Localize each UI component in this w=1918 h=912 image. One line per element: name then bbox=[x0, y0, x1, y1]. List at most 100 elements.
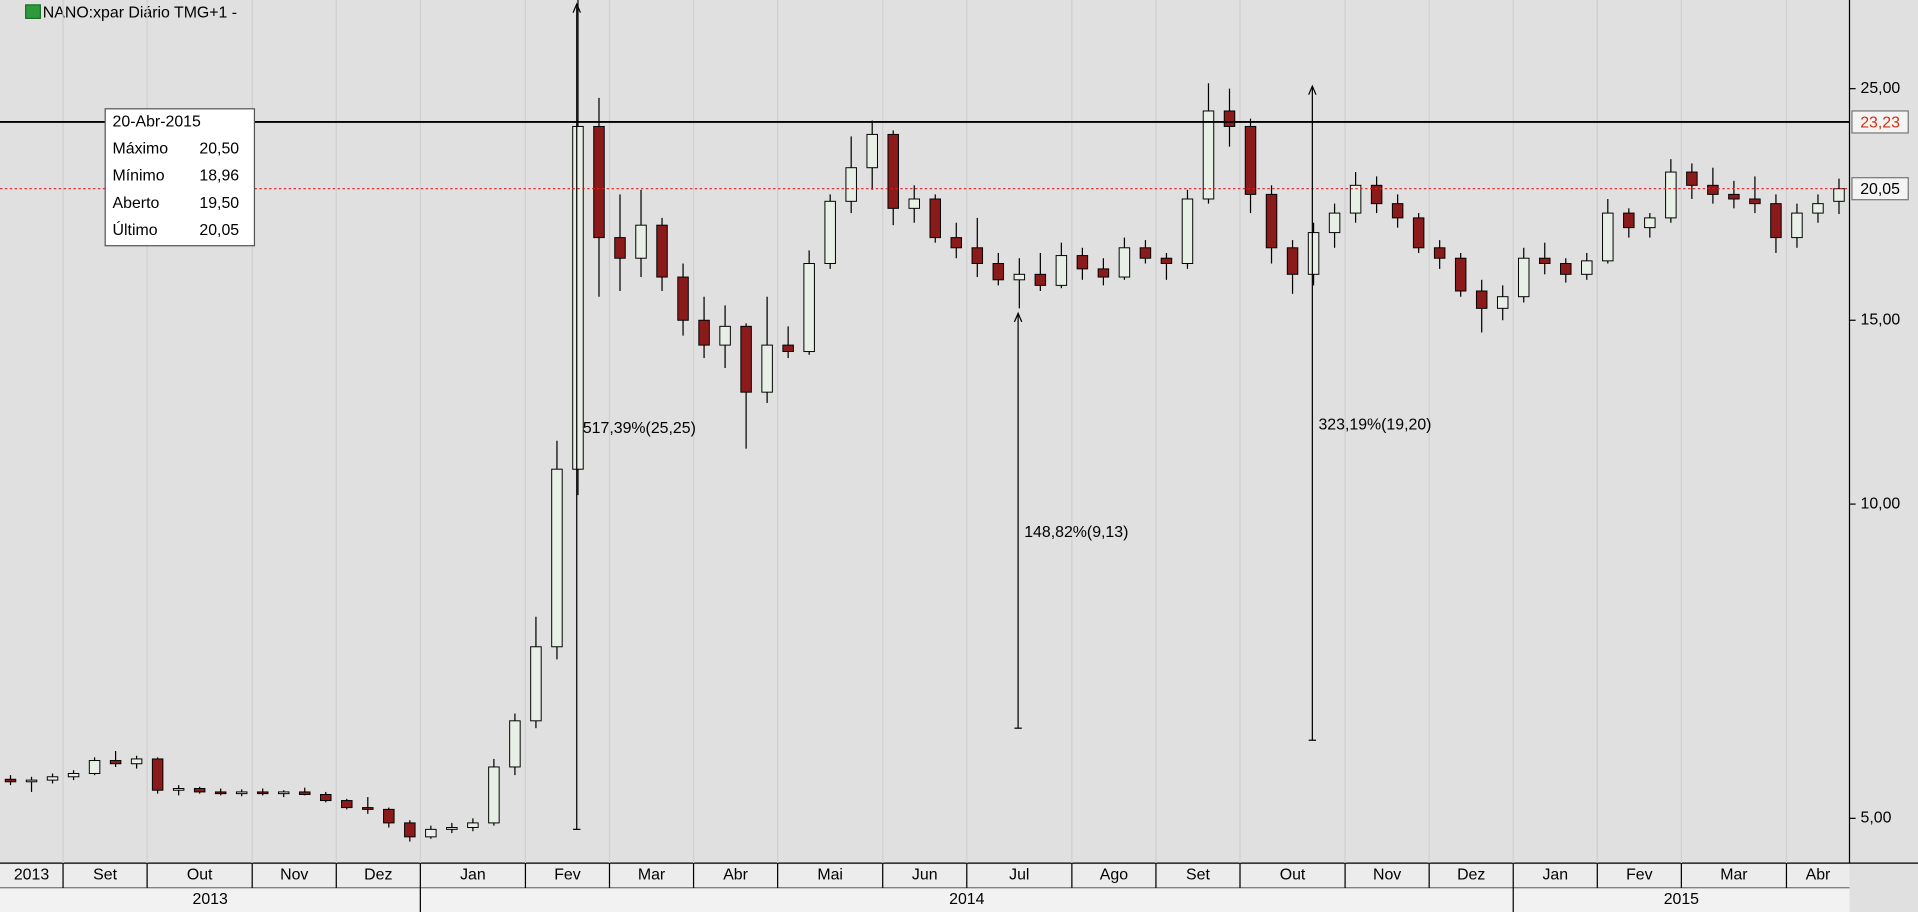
candle-body bbox=[1791, 212, 1803, 239]
candle-body bbox=[383, 808, 395, 824]
candle-body bbox=[698, 319, 710, 346]
x-tick-label: Set bbox=[1186, 867, 1210, 884]
y-tick-label: 25,00 bbox=[1861, 80, 1901, 97]
candle-body bbox=[1623, 212, 1635, 229]
price-label: 20,05 bbox=[1860, 181, 1900, 198]
candle-body bbox=[88, 760, 101, 774]
candle-body bbox=[1181, 198, 1194, 265]
candle-body bbox=[341, 800, 353, 809]
info-label: Aberto bbox=[113, 195, 160, 212]
candle-body bbox=[908, 198, 920, 209]
candle-body bbox=[1265, 193, 1278, 249]
info-value: 20,05 bbox=[199, 222, 239, 239]
x-tick-label: Mai bbox=[817, 867, 843, 884]
candle-body bbox=[656, 224, 668, 278]
candle-body bbox=[551, 468, 563, 648]
candle-body bbox=[1665, 171, 1677, 219]
measure-arrowhead bbox=[1308, 84, 1317, 95]
month-row bbox=[0, 864, 1850, 888]
candle-body bbox=[1812, 203, 1824, 214]
candle-body bbox=[1475, 290, 1488, 309]
x-tick-label: Abr bbox=[1806, 867, 1831, 884]
candle-body bbox=[950, 237, 963, 249]
candle-body bbox=[614, 237, 626, 259]
candle-body bbox=[214, 791, 227, 795]
candle-body bbox=[971, 247, 984, 265]
candle-body bbox=[593, 125, 605, 239]
price-label-box bbox=[1851, 177, 1909, 201]
x-tick-label: Dez bbox=[1457, 867, 1485, 884]
candle-body bbox=[1055, 255, 1068, 286]
candle-body bbox=[1749, 198, 1761, 205]
candle-body bbox=[1013, 273, 1026, 281]
candle-body bbox=[1202, 110, 1215, 200]
candle-body bbox=[109, 760, 122, 765]
candle-body bbox=[46, 776, 59, 781]
candle-body bbox=[887, 133, 899, 209]
candle-body bbox=[572, 125, 584, 470]
candle-body bbox=[1139, 247, 1152, 259]
symbol-icon bbox=[25, 4, 41, 19]
candle-body bbox=[1770, 203, 1782, 239]
candle-body bbox=[362, 807, 374, 810]
x-tick-label: Mar bbox=[1720, 867, 1748, 884]
candle-body bbox=[130, 758, 143, 765]
candle-body bbox=[824, 200, 836, 265]
candle-body bbox=[1560, 263, 1572, 275]
y-tick-label: 5,00 bbox=[1861, 810, 1892, 827]
candle-body bbox=[761, 344, 773, 393]
candle-body bbox=[719, 325, 731, 346]
measure-label: 148,82%(9,13) bbox=[1024, 524, 1128, 541]
year-label: 2014 bbox=[949, 891, 984, 908]
candle-body bbox=[1707, 184, 1719, 195]
candle-body bbox=[1644, 217, 1656, 229]
candle-body bbox=[866, 133, 878, 169]
candle-body bbox=[1076, 255, 1089, 270]
x-tick-label: Mar bbox=[638, 867, 666, 884]
candle-body bbox=[803, 263, 815, 353]
candle-body bbox=[1034, 273, 1047, 286]
candle-body bbox=[193, 788, 206, 793]
x-tick-label: Jan bbox=[460, 867, 486, 884]
candle-body bbox=[782, 344, 794, 353]
candle-body bbox=[425, 828, 437, 838]
candle-body bbox=[1833, 188, 1845, 202]
info-value: 20,50 bbox=[199, 140, 239, 157]
candle-body bbox=[1496, 296, 1509, 309]
candle-body bbox=[1097, 268, 1110, 278]
info-box: 20-Abr-2015 Máximo 20,50 Mínimo 18,96 Aberto 1… bbox=[104, 108, 256, 247]
y-tick-label: 15,00 bbox=[1861, 311, 1901, 328]
info-label: Máximo bbox=[113, 140, 169, 157]
overlays: 23,23 20,05 517,39%(25,25) 148,82%(9,13) 323… bbox=[0, 2, 1909, 830]
candle-body bbox=[299, 791, 311, 795]
candle-body bbox=[446, 827, 458, 830]
candle-body bbox=[235, 791, 248, 795]
candle-body bbox=[1286, 247, 1299, 275]
info-box-frame bbox=[104, 108, 256, 247]
price-label: 23,23 bbox=[1860, 114, 1900, 131]
candle-body bbox=[929, 198, 942, 239]
x-tick-label: Fev bbox=[554, 867, 581, 884]
x-tick-label: Abr bbox=[723, 867, 748, 884]
candle-body bbox=[404, 822, 416, 838]
price-label-box bbox=[1851, 110, 1909, 134]
x-tick-label: Jul bbox=[1009, 867, 1029, 884]
candle-body bbox=[530, 646, 542, 722]
x-tick-label: Out bbox=[187, 867, 213, 884]
candle-body bbox=[1433, 247, 1446, 259]
year-label: 2015 bbox=[1664, 891, 1699, 908]
x-tick-label: Fev bbox=[1626, 867, 1653, 884]
candle-body bbox=[1412, 217, 1425, 249]
candle-body bbox=[1539, 257, 1551, 265]
candle-body bbox=[1686, 171, 1698, 186]
x-tick-label: Nov bbox=[280, 867, 308, 884]
x-tick-label: Nov bbox=[1373, 867, 1401, 884]
candle-body bbox=[172, 788, 185, 791]
x-tick-label: Jun bbox=[912, 867, 938, 884]
candle-body bbox=[1602, 212, 1614, 262]
candle-body bbox=[1391, 203, 1404, 219]
candle-body bbox=[845, 167, 857, 202]
